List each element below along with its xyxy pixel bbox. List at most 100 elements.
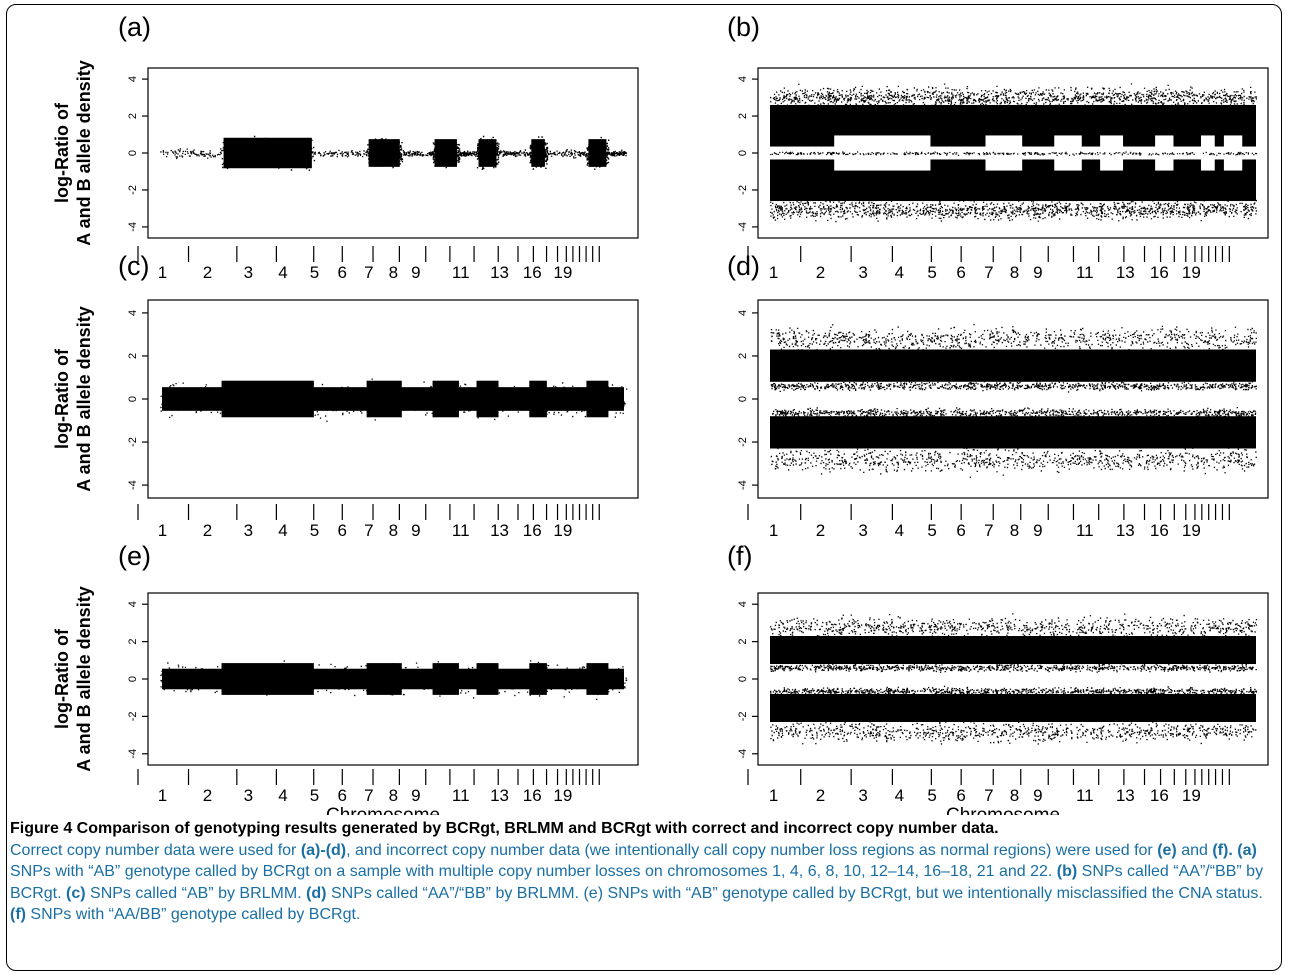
x-tick-label: 8 (1010, 521, 1019, 540)
data-density-block (366, 380, 402, 418)
y-tick-label: 0 (127, 150, 139, 156)
x-tick-label: 4 (895, 786, 904, 805)
x-tick-label: 11 (452, 521, 470, 540)
x-tick-label: 2 (816, 786, 825, 805)
x-tick-label: 7 (984, 521, 993, 540)
data-points (770, 83, 1258, 111)
x-tick-label: 11 (1076, 786, 1094, 805)
x-tick-label: 7 (364, 263, 373, 282)
y-tick-label: -4 (127, 222, 139, 232)
y-tick-label: 2 (737, 353, 749, 359)
x-tick-label: 6 (338, 263, 347, 282)
x-tick-label: 9 (1033, 786, 1042, 805)
data-points (529, 136, 549, 170)
x-tick-label: 3 (244, 786, 253, 805)
x-tick-label: 4 (278, 786, 287, 805)
x-tick-label: 7 (984, 786, 993, 805)
data-points (770, 442, 1257, 478)
panel-label: (f) (727, 541, 752, 571)
plot-area: (a) 4 2 0 -2 -4 log-Ratio of A and B allele den… (52, 12, 1269, 826)
x-tick-label: 9 (1033, 263, 1042, 282)
x-tick-label: 8 (389, 263, 398, 282)
data-points (770, 613, 1258, 641)
x-tick-label: 3 (244, 263, 253, 282)
y-tick-label: -4 (737, 749, 749, 759)
y-tick-label: -4 (127, 749, 139, 759)
x-tick-label: 1 (158, 786, 167, 805)
x-tick-label: 1 (158, 263, 167, 282)
panel-d: (d)420-2-41 2 3 4 5 6 7 8 9 11 13 16 19 (727, 251, 1269, 540)
x-tick-label: 5 (927, 521, 936, 540)
y-axis-label: log-Ratio of (52, 348, 72, 449)
data-density-block (476, 663, 499, 695)
x-tick-label: 11 (452, 263, 470, 282)
x-tick-label: 6 (956, 786, 965, 805)
x-tick-label: 8 (1010, 786, 1019, 805)
x-tick-label: 16 (523, 263, 542, 282)
y-tick-label: -2 (127, 437, 139, 447)
x-tick-label: 8 (1010, 263, 1019, 282)
y-tick-label: 2 (737, 639, 749, 645)
caption-ref: (c) (66, 884, 86, 902)
y-tick-label: 0 (737, 150, 749, 156)
caption-ref: (a) (1237, 841, 1257, 859)
panel-label: (c) (118, 251, 149, 281)
scatter-points (770, 613, 1258, 745)
data-density-block (432, 380, 459, 418)
y-tick-label: -2 (737, 712, 749, 722)
data-points (770, 196, 1257, 223)
x-tick-label: 16 (523, 786, 542, 805)
x-tick-label: 6 (956, 263, 965, 282)
x-tick-label: 1 (158, 521, 167, 540)
y-tick-label: -2 (737, 437, 749, 447)
x-tick-label: 19 (553, 521, 572, 540)
y-tick-label: 2 (127, 353, 139, 359)
x-tick-label: 1 (769, 786, 778, 805)
x-tick-label: 9 (411, 786, 420, 805)
data-density-block (770, 636, 1256, 665)
caption-title: Figure 4 Comparison of genotyping result… (10, 820, 999, 837)
y-tick-label: 0 (737, 676, 749, 682)
data-points (547, 149, 588, 159)
x-tick-label: 5 (310, 786, 319, 805)
x-tick-label: 16 (1150, 263, 1169, 282)
data-density-block (586, 663, 609, 695)
x-tick-label: 1 (769, 263, 778, 282)
x-tick-label: 9 (411, 263, 420, 282)
caption-text: SNPs called “AB” by BRLMM. (85, 884, 307, 902)
data-points (476, 135, 500, 170)
data-points (608, 149, 628, 157)
gap-region (1223, 135, 1243, 171)
panel-c: (c) 4 2 0 -2 -4 log-Ratio of A and B allele den… (52, 251, 639, 540)
caption-ref: (d) (306, 884, 327, 902)
data-points (770, 380, 1257, 393)
scatter-points (160, 660, 628, 701)
x-tick-label: 5 (310, 263, 319, 282)
caption-text: Correct copy number data were used for (10, 841, 301, 859)
data-points (366, 138, 404, 169)
data-density-block (221, 380, 314, 418)
data-density-block (586, 380, 609, 418)
caption-ref: (a)-(d) (300, 841, 347, 859)
x-tick-label: 2 (203, 263, 212, 282)
y-tick-label: 4 (737, 601, 749, 607)
x-tick-label: 19 (1182, 521, 1201, 540)
gap-region (1100, 135, 1124, 171)
x-tick-label: 19 (1182, 263, 1201, 282)
x-tick-label: 7 (364, 786, 373, 805)
x-tick-label: 13 (490, 521, 509, 540)
caption-text: SNPs with “AB” genotype called by BCRgt … (10, 863, 1057, 880)
figure-caption: Figure 4 Comparison of genotyping result… (10, 818, 1280, 926)
panel-label: (a) (118, 12, 151, 42)
data-points (402, 150, 434, 157)
y-tick-label: -4 (737, 222, 749, 232)
y-tick-label: 4 (127, 310, 139, 316)
data-points (221, 135, 316, 171)
data-density-block (770, 349, 1256, 382)
y-tick-label: 4 (127, 601, 139, 607)
x-tick-label: 7 (364, 521, 373, 540)
x-tick-label: 6 (956, 521, 965, 540)
caption-ref: (f). (1212, 841, 1233, 859)
data-density-block (366, 663, 402, 695)
